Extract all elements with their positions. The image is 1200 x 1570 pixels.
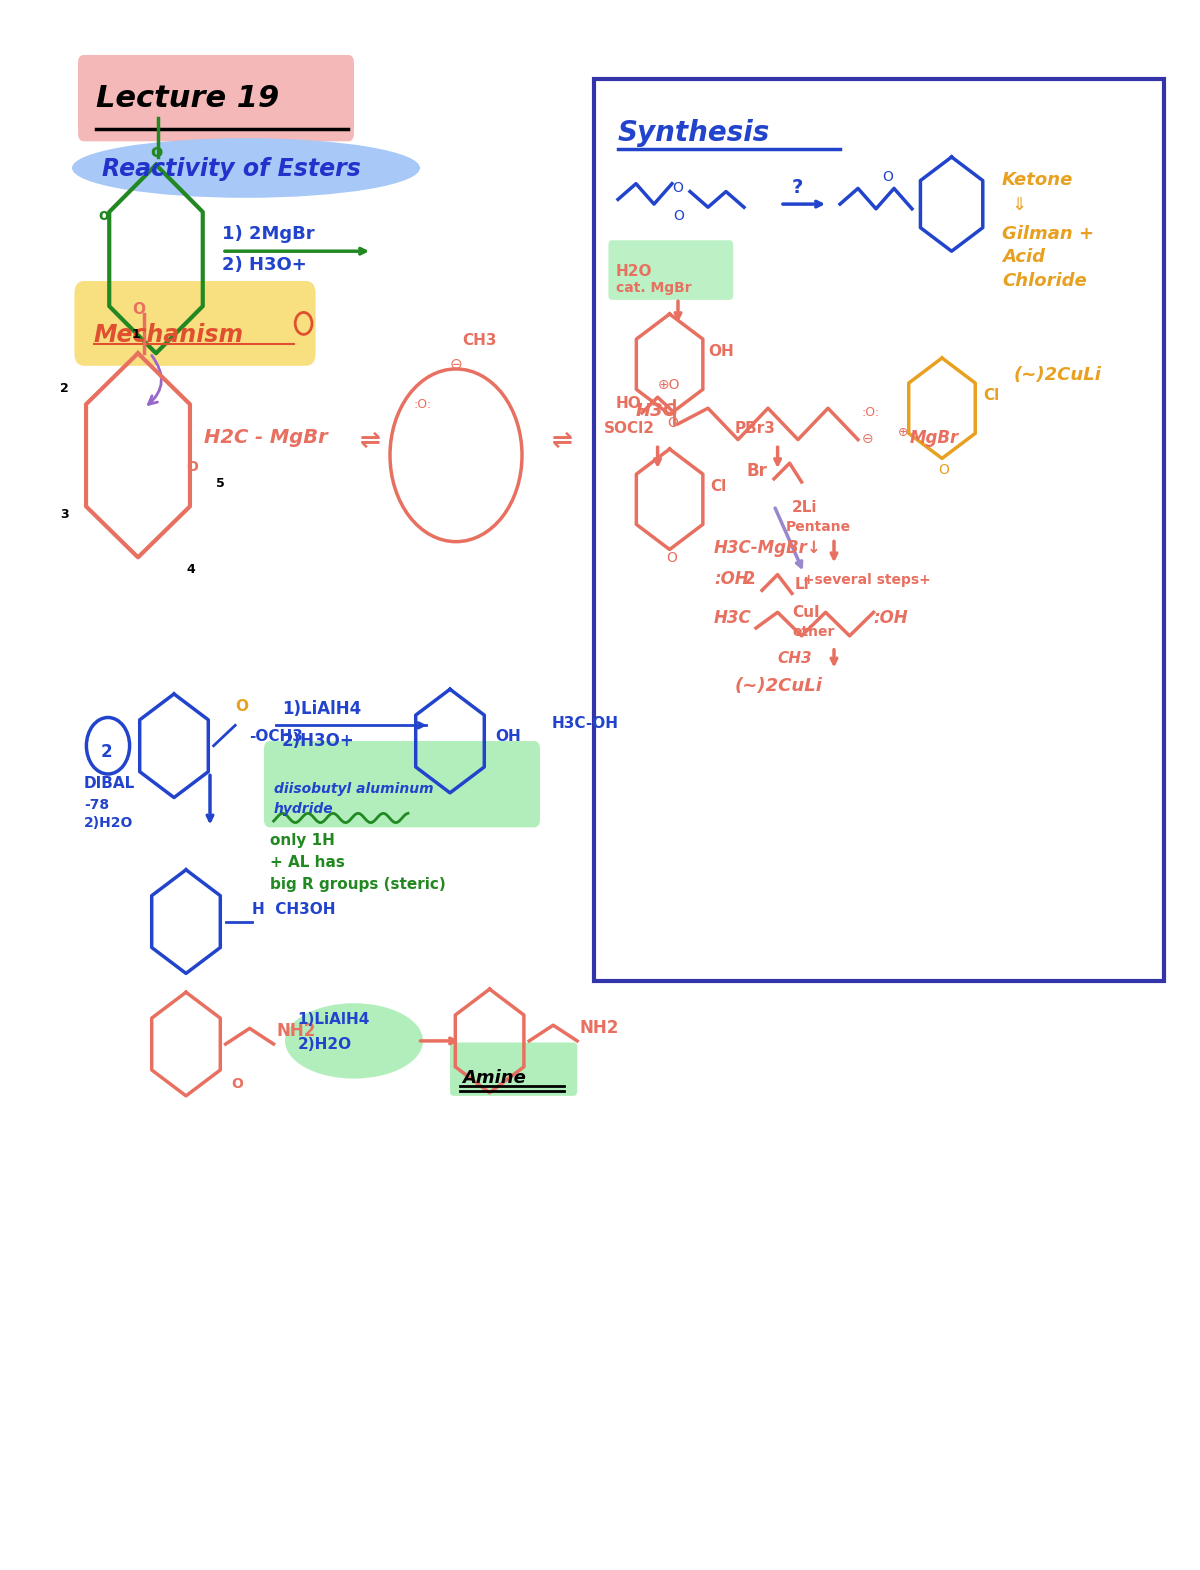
Text: ⇌: ⇌ [360,429,382,452]
Text: :O:: :O: [414,399,432,411]
Text: MgBr: MgBr [910,429,959,447]
Text: ⊕O: ⊕O [658,378,680,392]
Text: DIBAL: DIBAL [84,776,136,791]
Ellipse shape [690,523,1002,735]
Text: 2) H3O+: 2) H3O+ [222,256,307,275]
Text: O: O [882,170,893,184]
Text: Mechanism: Mechanism [94,323,244,347]
Text: 3: 3 [60,509,68,521]
Text: 2)H2O: 2)H2O [84,816,133,831]
Text: ether: ether [792,625,834,639]
Text: cat. MgBr: cat. MgBr [616,281,691,295]
FancyBboxPatch shape [608,240,733,300]
Text: Reactivity of Esters: Reactivity of Esters [102,157,361,181]
Text: O: O [938,463,949,477]
Text: H2C - MgBr: H2C - MgBr [204,427,328,447]
Text: Acid: Acid [1002,248,1045,267]
Text: Amine: Amine [462,1069,526,1088]
Ellipse shape [72,138,420,198]
Text: 2: 2 [60,383,68,396]
Text: (~)2CuLi: (~)2CuLi [734,677,822,696]
Text: 2)H3O+: 2)H3O+ [282,732,355,750]
Text: O: O [667,416,678,430]
Text: Li: Li [794,576,809,592]
FancyBboxPatch shape [264,741,540,827]
FancyBboxPatch shape [594,78,1164,981]
Text: PBr3: PBr3 [734,421,775,436]
Text: Cl: Cl [710,479,727,495]
Text: Br: Br [746,462,767,480]
Text: O: O [673,209,684,223]
Text: HO: HO [616,396,641,411]
Text: -OCH3: -OCH3 [250,728,304,744]
Text: o: o [150,143,162,162]
Text: 1)LiAlH4: 1)LiAlH4 [298,1011,370,1027]
Text: ⊖: ⊖ [450,356,463,372]
Text: CH3: CH3 [462,333,497,349]
Text: diisobutyl aluminum: diisobutyl aluminum [274,782,433,796]
Text: 1: 1 [132,328,140,341]
FancyArrowPatch shape [149,355,161,405]
Text: big R groups (steric): big R groups (steric) [270,876,445,892]
Text: Gilman +: Gilman + [1002,225,1094,243]
Text: :OH: :OH [874,609,908,628]
Text: H2O: H2O [616,264,652,279]
Text: 5: 5 [216,477,224,490]
Ellipse shape [286,1003,424,1079]
Text: O: O [132,301,145,317]
Text: ⊕: ⊕ [898,427,908,440]
Text: Lecture 19: Lecture 19 [96,83,280,113]
Text: ⇌: ⇌ [552,429,574,452]
Text: -78: -78 [84,798,109,812]
Text: Chloride: Chloride [1002,272,1087,290]
Text: ⊖: ⊖ [862,432,874,446]
FancyBboxPatch shape [78,55,354,141]
Text: NH2: NH2 [580,1019,619,1038]
Text: (~)2CuLi: (~)2CuLi [1014,366,1102,385]
Text: H3C-MgBr↓: H3C-MgBr↓ [714,539,822,557]
Text: Synthesis: Synthesis [618,119,770,148]
Text: Cl: Cl [983,388,1000,403]
Text: NH2: NH2 [276,1022,316,1041]
Text: CH3: CH3 [778,650,812,666]
Text: + AL has: + AL has [270,854,344,870]
Text: 2Li: 2Li [792,499,817,515]
Text: CuI: CuI [792,604,820,620]
Text: H3C-OH: H3C-OH [552,716,619,732]
Text: :OH: :OH [714,570,749,589]
Text: 2: 2 [744,570,756,589]
Text: H3C: H3C [714,609,751,628]
Text: hydride: hydride [274,802,334,816]
Text: OH: OH [708,344,733,360]
Text: Pentane: Pentane [786,520,851,534]
Text: O: O [666,551,677,565]
Text: only 1H: only 1H [270,832,335,848]
Text: 4: 4 [186,564,194,576]
Text: O: O [672,181,683,195]
Text: ⇓: ⇓ [1012,196,1027,215]
Text: 1)LiAlH4: 1)LiAlH4 [282,700,361,719]
Text: O: O [235,699,248,714]
Text: 1) 2MgBr: 1) 2MgBr [222,225,314,243]
Text: O: O [232,1077,244,1091]
Text: ?: ? [792,177,803,198]
Text: +several steps+: +several steps+ [798,573,931,587]
FancyBboxPatch shape [450,1042,577,1096]
Text: H3C: H3C [636,402,677,421]
Text: 2)H2O: 2)H2O [298,1036,352,1052]
Text: o: o [98,207,109,223]
Text: 2: 2 [101,743,113,761]
Text: :O:: :O: [862,407,880,419]
Text: OH: OH [496,728,521,744]
FancyBboxPatch shape [74,281,316,366]
Text: SOCl2: SOCl2 [604,421,655,436]
Text: O: O [186,460,198,474]
Text: H  CH3OH: H CH3OH [252,901,336,917]
Text: Ketone: Ketone [1002,171,1073,190]
